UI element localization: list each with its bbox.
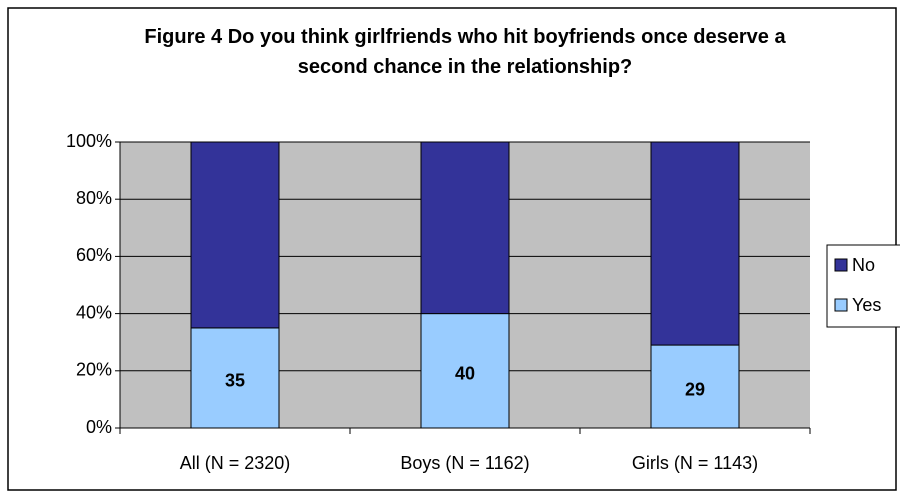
legend-swatch: [834, 258, 848, 272]
data-label: 40: [455, 364, 475, 384]
y-tick-label: 0%: [86, 417, 112, 437]
bar-segment: [190, 141, 280, 329]
x-tick-label: Boys (N = 1162): [400, 453, 529, 473]
bar-segment: [190, 327, 280, 429]
chart-title: Figure 4 Do you think girlfriends who hi…: [144, 26, 786, 78]
data-label: 35: [225, 371, 245, 391]
legend-label: No: [852, 255, 875, 275]
legend-label: Yes: [852, 295, 881, 315]
bar-segment: [650, 141, 740, 346]
data-label: 29: [685, 379, 705, 399]
y-tick-label: 40%: [76, 302, 112, 322]
legend-swatch: [834, 298, 848, 312]
x-tick-label: Girls (N = 1143): [632, 453, 758, 473]
bar-segment: [420, 141, 510, 315]
y-tick-label: 100%: [66, 131, 112, 151]
y-tick-label: 80%: [76, 188, 112, 208]
y-tick-label: 20%: [76, 360, 112, 380]
y-tick-label: 60%: [76, 245, 112, 265]
x-tick-label: All (N = 2320): [180, 453, 291, 473]
bar-segment: [420, 313, 510, 429]
